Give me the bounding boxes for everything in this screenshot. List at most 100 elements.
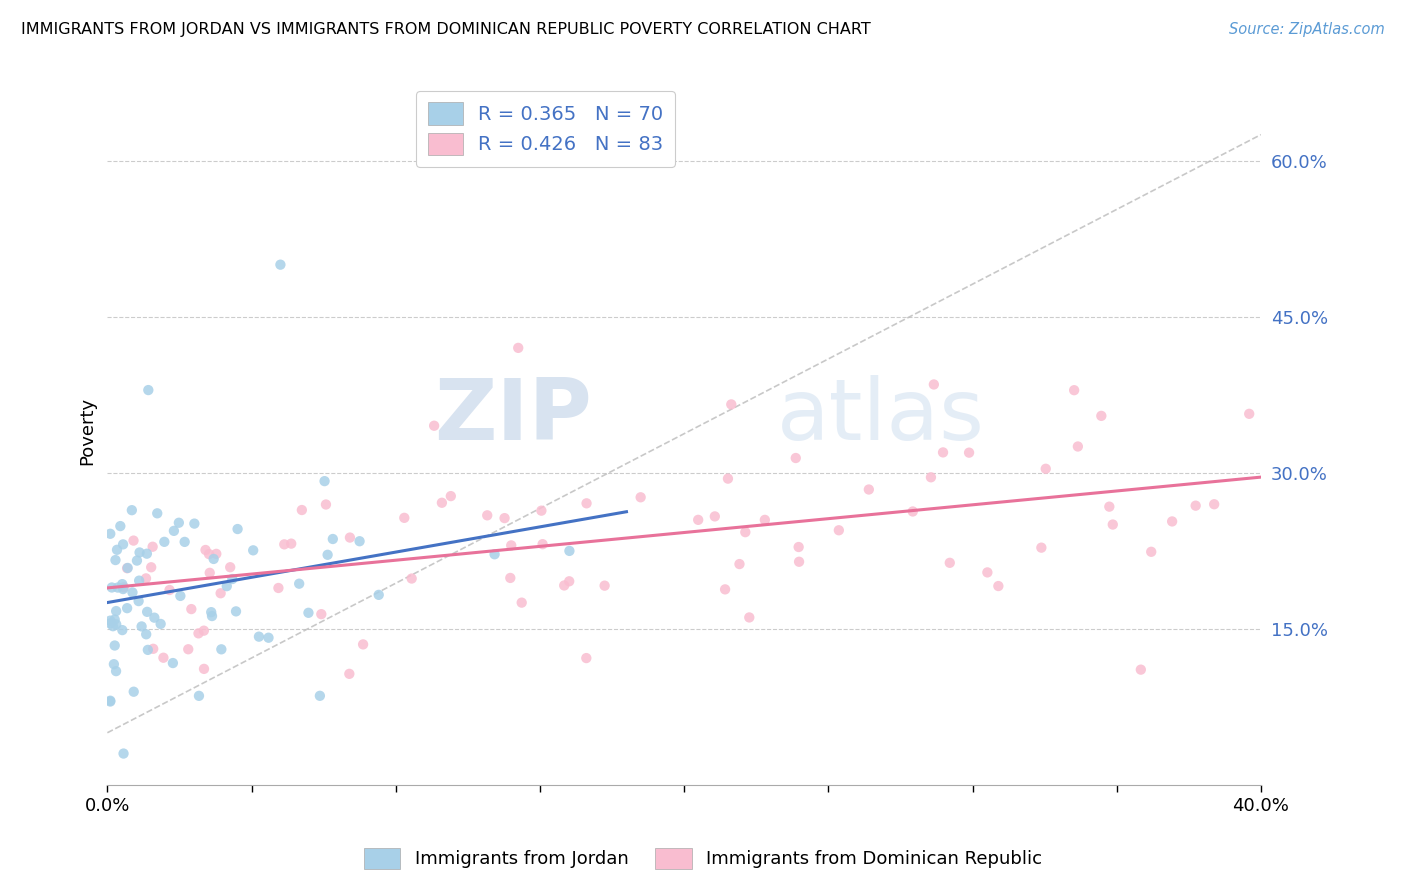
Point xyxy=(115,601,138,615)
Point xyxy=(152,650,174,665)
Point xyxy=(477,508,499,523)
Text: ZIP: ZIP xyxy=(434,376,592,458)
Point xyxy=(225,604,247,618)
Point xyxy=(101,619,124,633)
Point xyxy=(169,589,191,603)
Point xyxy=(121,585,143,599)
Point xyxy=(125,553,148,567)
Point xyxy=(194,543,217,558)
Point xyxy=(531,537,554,551)
Point xyxy=(257,631,280,645)
Point xyxy=(198,566,221,580)
Point xyxy=(1067,440,1090,454)
Point xyxy=(112,537,135,551)
Point xyxy=(105,664,128,678)
Point xyxy=(193,662,215,676)
Point xyxy=(122,684,145,698)
Point xyxy=(315,498,337,512)
Point xyxy=(575,496,598,510)
Point xyxy=(785,450,807,465)
Point xyxy=(440,489,463,503)
Point xyxy=(136,643,159,657)
Point xyxy=(322,532,344,546)
Point xyxy=(201,609,224,624)
Point xyxy=(309,689,332,703)
Point xyxy=(105,617,128,632)
Point xyxy=(111,623,134,637)
Point xyxy=(553,578,575,592)
Legend: Immigrants from Jordan, Immigrants from Dominican Republic: Immigrants from Jordan, Immigrants from … xyxy=(357,840,1049,876)
Point xyxy=(1090,409,1112,423)
Point xyxy=(267,581,290,595)
Text: IMMIGRANTS FROM JORDAN VS IMMIGRANTS FROM DOMINICAN REPUBLIC POVERTY CORRELATION: IMMIGRANTS FROM JORDAN VS IMMIGRANTS FRO… xyxy=(21,22,870,37)
Point xyxy=(484,547,506,561)
Point xyxy=(112,580,135,594)
Point xyxy=(976,566,998,580)
Point xyxy=(110,519,132,533)
Point xyxy=(510,596,533,610)
Point xyxy=(738,610,761,624)
Point xyxy=(1101,517,1123,532)
Point xyxy=(280,536,302,550)
Point xyxy=(297,606,319,620)
Point xyxy=(311,607,333,622)
Point xyxy=(269,258,291,272)
Point xyxy=(141,560,163,574)
Point xyxy=(98,614,121,628)
Point xyxy=(352,637,374,651)
Point xyxy=(291,503,314,517)
Point xyxy=(273,537,295,551)
Point xyxy=(1098,500,1121,514)
Point xyxy=(104,639,127,653)
Point xyxy=(103,657,125,672)
Point xyxy=(188,689,211,703)
Point xyxy=(530,503,553,517)
Point xyxy=(153,534,176,549)
Point xyxy=(209,642,232,657)
Point xyxy=(501,538,523,552)
Point xyxy=(98,526,121,541)
Point xyxy=(221,572,243,586)
Point xyxy=(159,582,181,597)
Point xyxy=(339,531,361,545)
Point xyxy=(115,561,138,575)
Point xyxy=(162,656,184,670)
Point xyxy=(367,588,389,602)
Point xyxy=(920,470,942,484)
Point xyxy=(136,605,159,619)
Point xyxy=(288,576,311,591)
Point xyxy=(193,624,215,638)
Point xyxy=(143,610,166,624)
Point xyxy=(720,397,742,411)
Point xyxy=(703,509,725,524)
Point xyxy=(149,616,172,631)
Point xyxy=(117,561,139,575)
Point xyxy=(183,516,205,531)
Point xyxy=(135,571,157,585)
Point xyxy=(131,619,153,633)
Point xyxy=(98,694,121,708)
Point xyxy=(494,511,516,525)
Point xyxy=(1184,499,1206,513)
Point xyxy=(728,557,751,571)
Point xyxy=(111,577,134,591)
Point xyxy=(1237,407,1260,421)
Point xyxy=(105,542,128,557)
Point xyxy=(173,534,195,549)
Point xyxy=(575,651,598,665)
Point xyxy=(593,579,616,593)
Point xyxy=(200,605,222,619)
Point xyxy=(1140,545,1163,559)
Point xyxy=(316,548,339,562)
Point xyxy=(247,630,270,644)
Point xyxy=(112,582,135,596)
Point xyxy=(205,547,228,561)
Point xyxy=(858,483,880,497)
Point xyxy=(107,581,129,595)
Point xyxy=(1035,462,1057,476)
Point xyxy=(349,534,371,549)
Point xyxy=(101,581,124,595)
Legend: R = 0.365   N = 70, R = 0.426   N = 83: R = 0.365 N = 70, R = 0.426 N = 83 xyxy=(416,91,675,167)
Point xyxy=(128,545,150,559)
Point xyxy=(112,747,135,761)
